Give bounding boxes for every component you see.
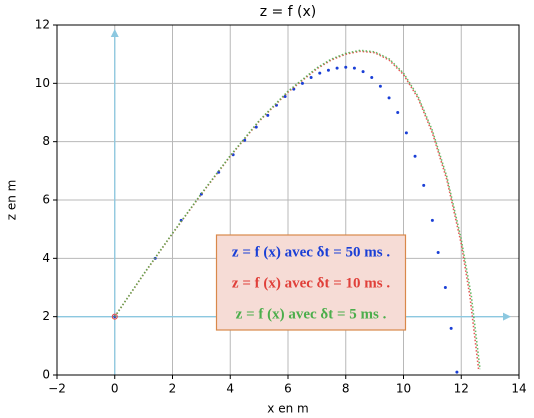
data-point: [283, 94, 287, 98]
x-tick-label: −2: [48, 382, 66, 396]
data-point: [326, 68, 330, 72]
x-axis-label: x en m: [267, 402, 308, 416]
data-point: [430, 218, 434, 222]
arrow-head: [503, 312, 511, 321]
data-point: [378, 84, 382, 88]
y-tick-label: 12: [35, 18, 50, 32]
legend-text: z = f (x) avec δt = 50 ms .: [232, 244, 390, 260]
y-tick-label: 10: [35, 76, 50, 90]
x-tick-label: 8: [342, 382, 350, 396]
data-point: [254, 125, 258, 129]
data-point: [387, 96, 391, 100]
data-point: [455, 370, 459, 374]
chart-title: z = f (x): [260, 4, 317, 20]
legend-box: [215, 234, 407, 331]
data-point: [436, 251, 440, 254]
trajectory-line: [114, 49, 481, 370]
y-tick-label: 8: [42, 134, 50, 148]
x-tick-label: 2: [169, 382, 177, 396]
y-tick-label: 2: [42, 309, 50, 323]
x-tick-label: 4: [226, 382, 234, 396]
x-tick-label: 0: [111, 382, 119, 396]
y-tick-label: 0: [42, 368, 50, 382]
data-point: [396, 111, 400, 114]
y-axis-label: z en m: [5, 180, 19, 221]
x-tick-label: 12: [454, 382, 469, 396]
data-point: [318, 71, 322, 75]
data-point: [335, 66, 339, 70]
data-point: [344, 65, 348, 69]
data-point: [370, 76, 374, 79]
plot-frame: [56, 24, 520, 376]
data-point: [422, 183, 426, 187]
data-point: [443, 286, 447, 289]
data-point: [404, 131, 408, 135]
data-point: [361, 70, 365, 74]
legend-text: z = f (x) avec δt = 5 ms .: [236, 306, 387, 322]
data-point: [352, 66, 356, 70]
y-tick-label: 6: [42, 193, 50, 207]
data-point: [266, 113, 270, 117]
x-tick-label: 14: [511, 382, 526, 396]
x-tick-label: 10: [396, 382, 411, 396]
arrow-head: [110, 29, 119, 37]
data-point: [300, 81, 304, 85]
launch-point: [111, 313, 118, 320]
legend-text: z = f (x) avec δt = 10 ms .: [232, 275, 390, 291]
data-point: [292, 87, 296, 91]
data-point: [243, 138, 247, 142]
data-point: [449, 326, 453, 330]
x-tick-label: 6: [284, 382, 292, 396]
data-point: [309, 76, 313, 79]
data-point: [413, 154, 417, 158]
y-tick-label: 4: [42, 251, 50, 265]
